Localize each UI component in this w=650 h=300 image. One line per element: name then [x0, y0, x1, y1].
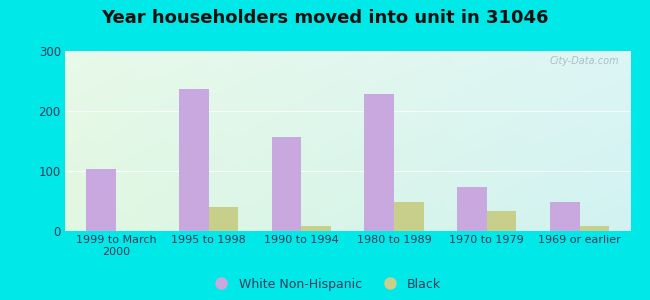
- Bar: [365, 94, 394, 231]
- Bar: [550, 202, 580, 231]
- Bar: [487, 211, 517, 231]
- Bar: [272, 137, 302, 231]
- Bar: [394, 202, 424, 231]
- Bar: [580, 226, 609, 231]
- Bar: [179, 89, 209, 231]
- Legend: White Non-Hispanic, Black: White Non-Hispanic, Black: [209, 278, 441, 291]
- Bar: [86, 169, 116, 231]
- Bar: [302, 226, 331, 231]
- Text: City-Data.com: City-Data.com: [549, 56, 619, 66]
- Bar: [457, 187, 487, 231]
- Text: Year householders moved into unit in 31046: Year householders moved into unit in 310…: [101, 9, 549, 27]
- Bar: [209, 207, 239, 231]
